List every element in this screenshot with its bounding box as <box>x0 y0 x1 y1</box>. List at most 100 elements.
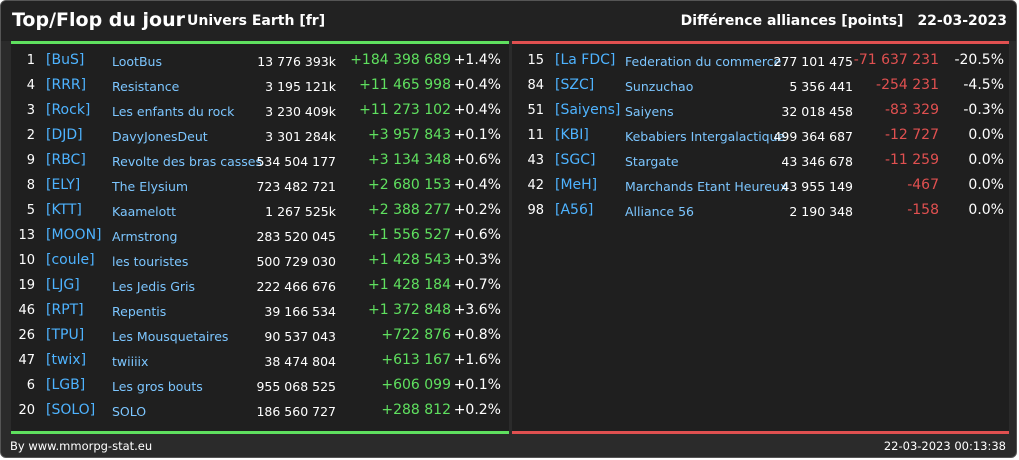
alliance-name[interactable]: The Elysium <box>112 179 189 194</box>
flop-panel: 15 [La FDC] Federation du commerce 277 101 … <box>512 41 1009 434</box>
alliance-name[interactable]: DavyJonesDeut <box>112 129 208 144</box>
percent-cell: 0.0% <box>968 127 1004 143</box>
alliance-name[interactable]: Marchands Etant Heureux <box>625 179 788 194</box>
percent-cell: 0.0% <box>968 152 1004 168</box>
alliance-tag[interactable]: [RBC] <box>46 152 86 168</box>
alliance-tag[interactable]: [RRR] <box>46 77 87 93</box>
alliance-name[interactable]: Armstrong <box>112 229 178 244</box>
table-row: 6 [LGB] Les gros bouts 955 068 525 +606 099 +… <box>11 374 509 399</box>
rank-cell: 26 <box>18 328 35 343</box>
alliance-tag[interactable]: [SZC] <box>555 77 595 93</box>
points-cell: 723 482 721 <box>256 179 336 194</box>
alliance-name[interactable]: Sunzuchao <box>625 79 694 94</box>
alliance-name[interactable]: Resistance <box>112 79 180 94</box>
alliance-name[interactable]: Les gros bouts <box>112 379 203 394</box>
percent-cell: 0.0% <box>968 202 1004 218</box>
alliance-tag[interactable]: [DJD] <box>46 127 83 143</box>
alliance-tag[interactable]: [A56] <box>555 202 594 218</box>
alliance-tag[interactable]: [LJG] <box>46 277 80 293</box>
points-cell: 277 101 475 <box>773 54 853 69</box>
alliance-name[interactable]: Saiyens <box>625 104 674 119</box>
diff-cell: -158 <box>907 202 939 218</box>
header-date: 22-03-2023 <box>917 13 1007 29</box>
percent-cell: +0.8% <box>453 327 501 343</box>
alliance-name[interactable]: Les Mousquetaires <box>112 329 229 344</box>
alliance-name[interactable]: Kaamelott <box>112 204 177 219</box>
alliance-tag[interactable]: [BuS] <box>46 52 85 68</box>
points-cell: 186 560 727 <box>256 404 336 419</box>
table-row: 42 [MeH] Marchands Etant Heureux 43 955 149… <box>512 174 1009 199</box>
table-row: 19 [LJG] Les Jedis Gris 222 466 676 +1 428 1… <box>11 274 509 299</box>
alliance-tag[interactable]: [SOLO] <box>46 402 96 418</box>
percent-cell: +1.6% <box>453 352 501 368</box>
metric-label: Différence alliances [points] <box>680 13 904 29</box>
rank-cell: 13 <box>18 228 35 243</box>
table-row: 15 [La FDC] Federation du commerce 277 101 … <box>512 49 1009 74</box>
percent-cell: -0.3% <box>963 102 1004 118</box>
alliance-name[interactable]: Stargate <box>625 154 679 169</box>
alliance-name[interactable]: Kebabiers Intergalactique <box>625 129 786 144</box>
alliance-name[interactable]: Federation du commerce <box>625 54 782 69</box>
diff-cell: -11 259 <box>884 152 939 168</box>
points-cell: 500 729 030 <box>256 254 336 269</box>
alliance-name[interactable]: twiiiix <box>112 354 149 369</box>
points-cell: 43 955 149 <box>781 179 853 194</box>
rank-cell: 84 <box>527 78 544 93</box>
diff-cell: +613 167 <box>381 352 451 368</box>
points-cell: 283 520 045 <box>256 229 336 244</box>
alliance-name[interactable]: SOLO <box>112 404 147 419</box>
table-row: 20 [SOLO] SOLO 186 560 727 +288 812 +0.2% <box>11 399 509 424</box>
alliance-name[interactable]: Repentis <box>112 304 167 319</box>
rank-cell: 20 <box>18 403 35 418</box>
rank-cell: 1 <box>26 53 35 68</box>
percent-cell: +0.1% <box>453 127 501 143</box>
points-cell: 43 346 678 <box>781 154 853 169</box>
footer-credit: By www.mmorpg-stat.eu <box>10 439 153 453</box>
percent-cell: +0.6% <box>453 227 501 243</box>
rank-cell: 15 <box>527 53 544 68</box>
percent-cell: +0.2% <box>453 202 501 218</box>
alliance-tag[interactable]: [LGB] <box>46 377 86 393</box>
rank-cell: 98 <box>527 203 544 218</box>
table-row: 98 [A56] Alliance 56 2 190 348 -158 0.0% <box>512 199 1009 224</box>
alliance-tag[interactable]: [RPT] <box>46 302 84 318</box>
percent-cell: +0.3% <box>453 252 501 268</box>
alliance-tag[interactable]: [Rock] <box>46 102 91 118</box>
alliance-name[interactable]: les touristes <box>112 254 189 269</box>
alliance-tag[interactable]: [SGC] <box>555 152 596 168</box>
table-row: 1 [BuS] LootBus 13 776 393k +184 398 689 +1.4… <box>11 49 509 74</box>
universe-label: Univers Earth [fr] <box>187 13 326 29</box>
alliance-tag[interactable]: [Saiyens] <box>555 102 621 118</box>
alliance-tag[interactable]: [twix] <box>46 352 87 368</box>
alliance-name[interactable]: Alliance 56 <box>625 204 694 219</box>
alliance-name[interactable]: Les enfants du rock <box>112 104 235 119</box>
alliance-tag[interactable]: [KBI] <box>555 127 589 143</box>
rank-cell: 4 <box>26 78 35 93</box>
alliance-tag[interactable]: [ELY] <box>46 177 81 193</box>
table-row: 51 [Saiyens] Saiyens 32 018 458 -83 329 -0.3% <box>512 99 1009 124</box>
points-cell: 90 537 043 <box>264 329 336 344</box>
alliance-tag[interactable]: [La FDC] <box>555 52 616 68</box>
points-cell: 534 504 177 <box>256 154 336 169</box>
rank-cell: 42 <box>527 178 544 193</box>
diff-cell: +3 957 843 <box>368 127 451 143</box>
points-cell: 39 166 534 <box>264 304 336 319</box>
alliance-tag[interactable]: [MeH] <box>555 177 598 193</box>
alliance-tag[interactable]: [MOON] <box>46 227 102 243</box>
rank-cell: 6 <box>26 378 35 393</box>
alliance-tag[interactable]: [KTT] <box>46 202 82 218</box>
alliance-name[interactable]: LootBus <box>112 54 162 69</box>
points-cell: 1 267 525k <box>265 204 336 219</box>
points-cell: 3 230 409k <box>265 104 336 119</box>
rank-cell: 8 <box>26 178 35 193</box>
rank-cell: 9 <box>26 153 35 168</box>
percent-cell: +0.4% <box>453 77 501 93</box>
rank-cell: 46 <box>18 303 35 318</box>
diff-cell: -12 727 <box>884 127 939 143</box>
alliance-tag[interactable]: [coule] <box>46 252 95 268</box>
alliance-name[interactable]: Les Jedis Gris <box>112 279 196 294</box>
alliance-tag[interactable]: [TPU] <box>46 327 85 343</box>
top-panel: 1 [BuS] LootBus 13 776 393k +184 398 689 +1.4… <box>11 41 509 434</box>
alliance-name[interactable]: Revolte des bras casses <box>112 154 262 169</box>
